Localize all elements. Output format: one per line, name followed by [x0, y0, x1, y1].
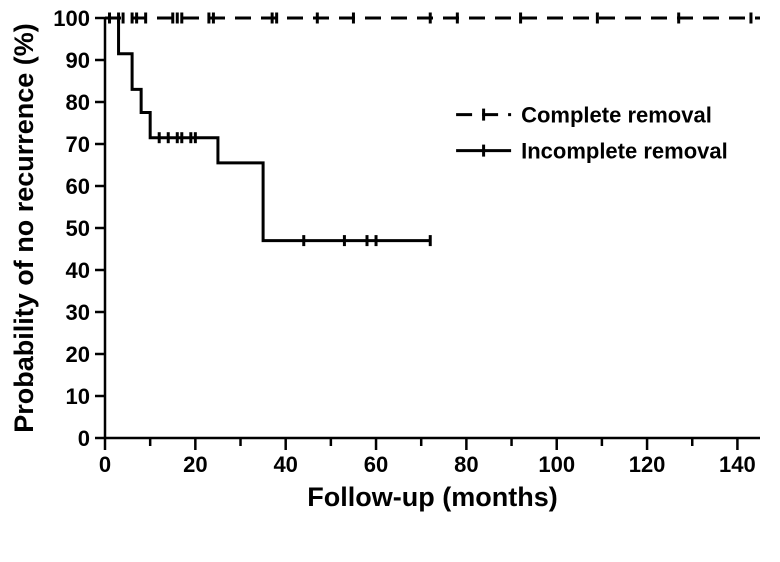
x-axis-title: Follow-up (months)	[307, 482, 557, 512]
y-tick-label: 10	[66, 384, 90, 409]
y-tick-label: 0	[78, 426, 90, 451]
x-tick-label: 100	[538, 452, 575, 477]
x-tick-label: 60	[364, 452, 388, 477]
series-incomplete	[105, 18, 430, 241]
y-tick-label: 60	[66, 174, 90, 199]
x-tick-label: 20	[183, 452, 207, 477]
x-tick-label: 140	[719, 452, 756, 477]
y-tick-label: 100	[53, 6, 90, 31]
x-tick-label: 80	[454, 452, 478, 477]
y-tick-label: 90	[66, 48, 90, 73]
legend-label-incomplete: Incomplete removal	[521, 139, 728, 164]
y-tick-label: 70	[66, 132, 90, 157]
y-tick-label: 20	[66, 342, 90, 367]
y-tick-label: 40	[66, 258, 90, 283]
x-tick-label: 0	[99, 452, 111, 477]
y-axis-title: Probability of no recurrence (%)	[9, 23, 39, 433]
y-tick-label: 30	[66, 300, 90, 325]
y-tick-label: 80	[66, 90, 90, 115]
legend-label-complete: Complete removal	[521, 103, 712, 128]
km-chart-container: { "chart": { "type": "kaplan-meier", "wi…	[0, 0, 780, 562]
x-tick-label: 40	[273, 452, 297, 477]
x-tick-label: 120	[629, 452, 666, 477]
y-tick-label: 50	[66, 216, 90, 241]
km-chart-svg: 0 10 20 30 40 50 60 70 80 90 100 0 20 40 60 80 100 120 140…	[0, 0, 780, 562]
